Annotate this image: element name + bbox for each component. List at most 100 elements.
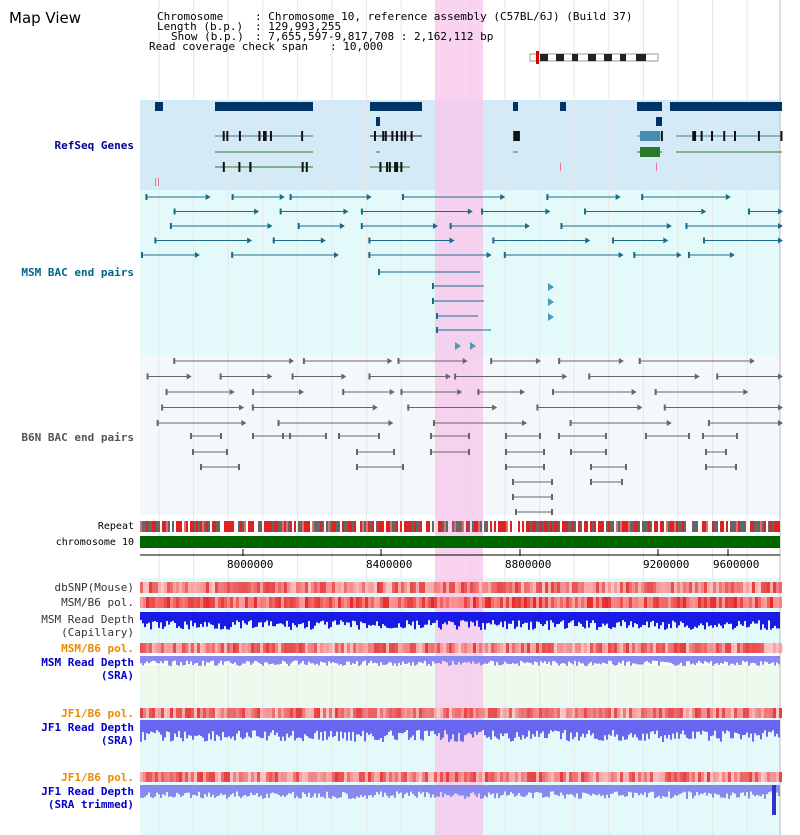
repeat-element [192, 521, 194, 532]
dbsnp-cell [200, 582, 203, 593]
pol-cell [536, 597, 539, 608]
pol-cell [644, 772, 647, 782]
pol-cell [461, 772, 464, 782]
repeat-element [410, 521, 412, 532]
jf1-trim-depth-bar [300, 785, 302, 799]
msm-cap-depth-bar [654, 612, 656, 627]
repeat-element [274, 521, 276, 532]
pol-cell [188, 772, 191, 782]
msm-sra-depth-bar [698, 656, 700, 661]
jf1-trim-depth-bar [766, 785, 768, 795]
msm-bac-pair-end [366, 194, 372, 200]
exon [410, 131, 413, 141]
msm-sra-depth-bar [268, 656, 270, 665]
jf1-trim-depth-bar [444, 785, 446, 794]
msm-sra-depth-bar [364, 656, 366, 661]
b6n-bac-pair-end [468, 449, 470, 455]
jf1-sra-depth-bar [562, 720, 564, 733]
jf1-sra-depth-bar [702, 720, 704, 731]
msm-cap-depth-bar [762, 612, 764, 625]
ideogram-band [636, 54, 646, 61]
dbsnp-cell [341, 582, 344, 593]
pol-cell [548, 643, 551, 653]
pol-cell [524, 708, 527, 718]
pol-cell [332, 772, 335, 782]
dbsnp-cell [317, 582, 320, 593]
jf1-sra-depth-bar [686, 720, 688, 738]
repeat-element [636, 521, 638, 532]
jf1-trim-depth-bar [662, 785, 664, 796]
jf1-sra-depth-bar [314, 720, 316, 734]
jf1-trim-depth-bar [446, 785, 448, 796]
jf1-trim-depth-bar [664, 785, 666, 797]
b6n-bac-pair-end [432, 420, 435, 426]
b6n-bac-label[interactable]: B6N BAC end pairs [21, 431, 134, 444]
refseq-genes-label[interactable]: RefSeq Genes [54, 139, 134, 152]
jf1-sra-depth-bar [736, 720, 738, 733]
jf1-sra-depth-bar [586, 720, 588, 734]
msm-sra-depth-bar [432, 656, 434, 662]
b6n-bac-pair-end [229, 389, 235, 395]
msm-sra-depth-bar [560, 656, 562, 664]
repeat-element [672, 521, 674, 532]
msm-sra-depth-bar [542, 656, 544, 663]
jf1-sra-depth-bar [584, 720, 586, 738]
pol-cell [674, 643, 677, 653]
msm-sra-depth-bar [634, 656, 636, 664]
jf1-trim-depth-bar [646, 785, 648, 798]
pol-cell [326, 597, 329, 608]
repeat-element [740, 521, 742, 532]
jf1-trim-depth-bar [608, 785, 610, 798]
pol-cell [677, 643, 680, 653]
repeat-element [772, 521, 774, 532]
pol-cell [368, 597, 371, 608]
repeat-element [388, 521, 390, 532]
msm-sra-depth-bar [602, 656, 604, 663]
b6n-bac-pair-end [252, 433, 254, 439]
msm-cap-depth-bar [438, 612, 440, 628]
pol-cell [248, 643, 251, 653]
repeat-element [288, 521, 290, 532]
pol-cell [698, 643, 701, 653]
dbsnp-cell [350, 582, 353, 593]
pol-cell [284, 772, 287, 782]
jf1-trim-depth-bar [286, 785, 288, 796]
msm-bac-pair-end [339, 223, 345, 229]
pol-cell [548, 708, 551, 718]
msm-sra-depth-bar [216, 656, 218, 666]
msm-cap-depth-bar [684, 612, 686, 628]
jf1-sra-depth-bar [286, 720, 288, 734]
exon [222, 131, 225, 141]
jf1-trim-depth-bar [146, 785, 148, 795]
dbsnp-cell [476, 582, 479, 593]
jf1-sra-depth-bar [288, 720, 290, 738]
pol-cell [743, 643, 746, 653]
pol-cell [701, 772, 704, 782]
dbsnp-cell [278, 582, 281, 593]
pol-cell [170, 772, 173, 782]
dbsnp-cell [194, 582, 197, 593]
dbsnp-cell [275, 582, 278, 593]
pol-cell [308, 597, 311, 608]
pol-cell [626, 772, 629, 782]
msm-cap-depth-bar [722, 612, 724, 629]
length-value: : 129,993,255 [255, 20, 342, 33]
repeat-element [444, 521, 446, 532]
b6n-bac-pair-end [267, 373, 273, 380]
repeat-element [548, 521, 550, 532]
msm-bac-label[interactable]: MSM BAC end pairs [21, 266, 134, 279]
pol-cell [623, 643, 626, 653]
msm-cap-depth-bar [182, 612, 184, 630]
pol-cell [296, 643, 299, 653]
msm-cap-depth-bar [734, 612, 736, 628]
exon [694, 131, 697, 141]
jf1-trim-depth-bar [140, 785, 142, 798]
msm-cap-depth-bar [690, 612, 692, 630]
msm-sra-depth-bar [330, 656, 332, 664]
exon [711, 131, 714, 141]
jf1-sra-depth-bar [402, 720, 404, 734]
msm-sra-depth-bar [292, 656, 294, 662]
msm-cap-depth-bar [334, 612, 336, 621]
msm-bac-pair-end [254, 208, 260, 215]
jf1-sra-depth-bar [180, 720, 182, 738]
